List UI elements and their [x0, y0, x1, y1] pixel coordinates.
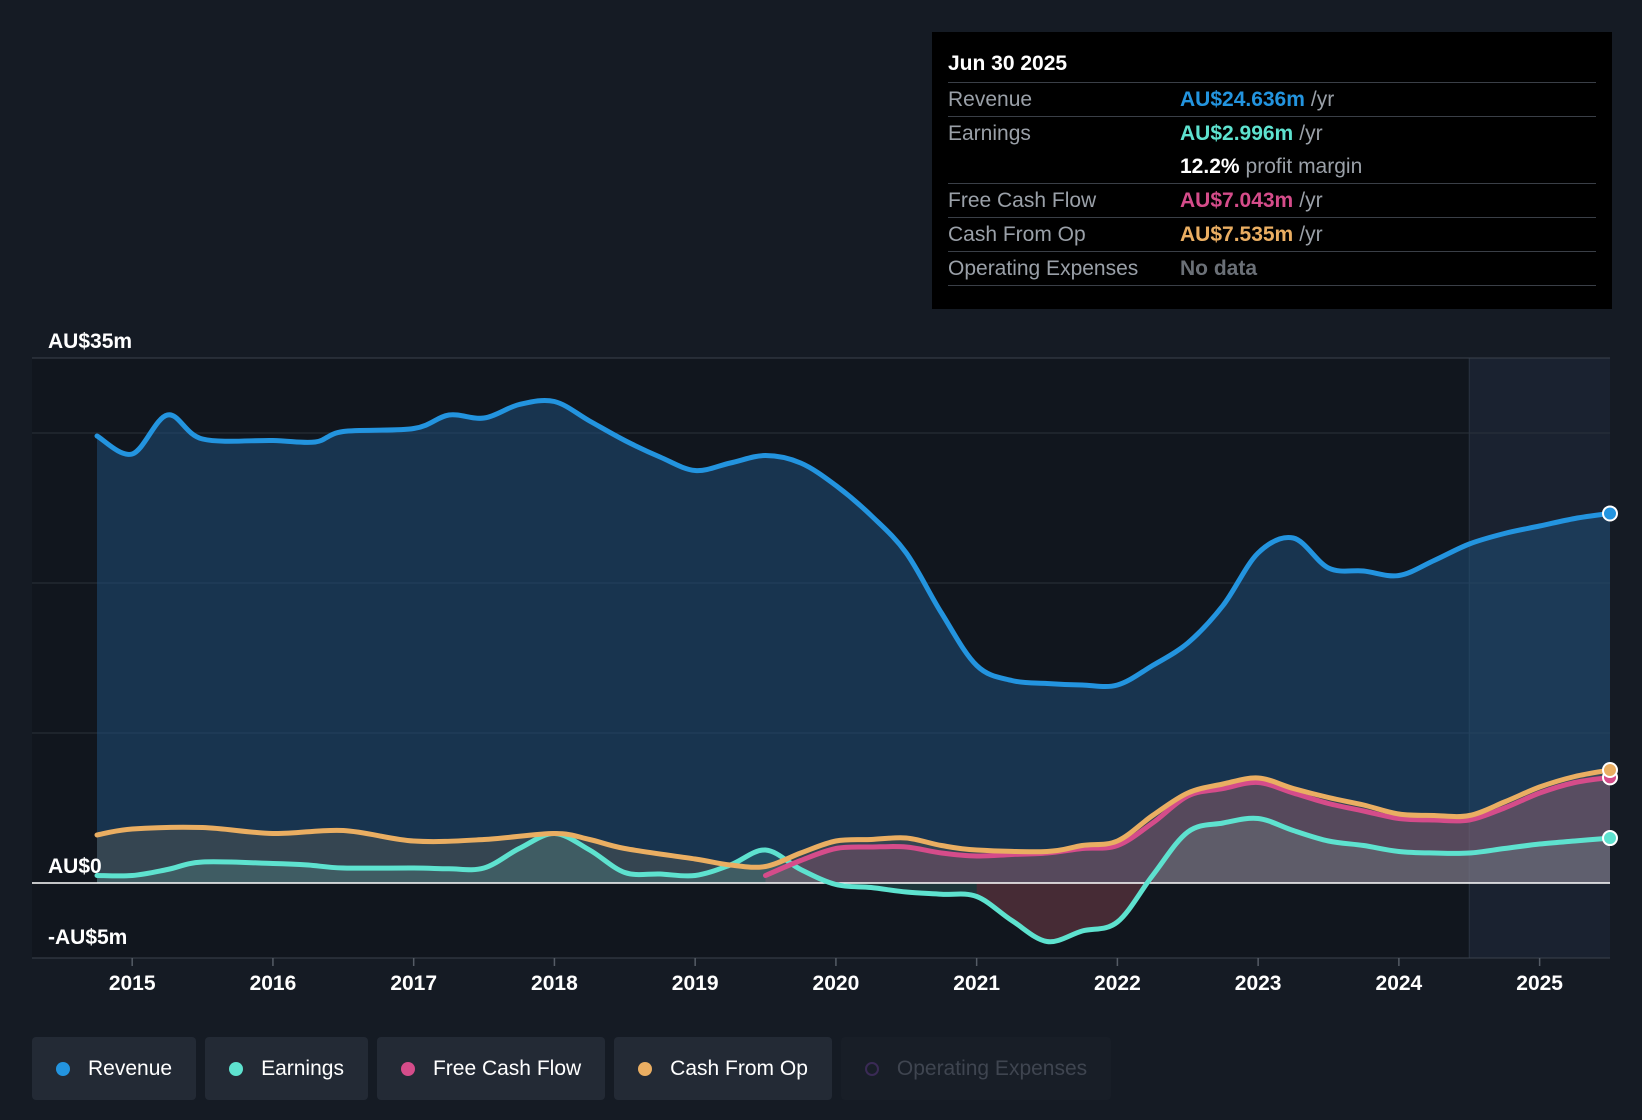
cash-from-op-area	[97, 770, 1610, 883]
x-axis-tick-label: 2020	[813, 972, 860, 995]
earnings-area	[97, 818, 1610, 942]
x-axis-tick-label: 2024	[1376, 972, 1423, 995]
chart-axis-group: AU$35m AU$0 -AU$5m 2015 2016 2017 2018 2019 2020…	[48, 330, 1563, 995]
tooltip-label: Earnings	[948, 121, 1031, 145]
earnings-end-marker	[1602, 830, 1618, 847]
x-axis-tick-label: 2017	[390, 972, 437, 995]
hover-tooltip: Jun 30 2025 Revenue AU$24.636m /yr Earni…	[932, 32, 1612, 309]
x-axis-tick-label: 2016	[250, 972, 297, 995]
tooltip-row-revenue: Revenue AU$24.636m /yr	[948, 82, 1596, 116]
x-axis-tick-label: 2025	[1516, 972, 1563, 995]
legend-label: Revenue	[88, 1056, 173, 1080]
tooltip-row-fcf: Free Cash Flow AU$7.043m /yr	[948, 183, 1596, 217]
legend-earnings-button[interactable]: Earnings	[205, 1037, 368, 1100]
legend-revenue-button[interactable]: Revenue	[32, 1037, 197, 1100]
tooltip-label: Operating Expenses	[948, 256, 1139, 280]
cash-from-op-end-marker	[1602, 761, 1618, 778]
y-axis-label: AU$35m	[48, 330, 132, 353]
tooltip-value: AU$7.535m	[1180, 222, 1294, 246]
x-axis-tick-label: 2023	[1235, 972, 1282, 995]
tooltip-unit: /yr	[1299, 188, 1323, 212]
tooltip-value: AU$7.043m	[1180, 188, 1294, 212]
legend-label: Operating Expenses	[896, 1056, 1088, 1080]
x-axis-tick-label: 2015	[109, 972, 156, 995]
legend-dot-icon	[229, 1061, 244, 1076]
tooltip-label: Revenue	[948, 87, 1033, 111]
tooltip-label: Cash From Op	[948, 222, 1086, 246]
cash-from-op-line	[94, 767, 1613, 870]
legend-label: Free Cash Flow	[432, 1056, 582, 1080]
legend-label: Cash From Op	[670, 1056, 808, 1080]
legend-dot-icon	[864, 1061, 879, 1076]
tooltip-unit: /yr	[1299, 121, 1323, 145]
x-axis-tick-label: 2022	[1094, 972, 1141, 995]
tooltip-margin-unit: profit margin	[1245, 154, 1363, 178]
legend-free-cash-flow-button[interactable]: Free Cash Flow	[376, 1037, 606, 1100]
revenue-line	[94, 397, 1613, 690]
x-axis-tick-label: 2021	[953, 972, 1000, 995]
tooltip-row-earnings: Earnings AU$2.996m /yr	[948, 116, 1596, 150]
tooltip-value: No data	[1180, 256, 1258, 280]
chart-legend: Revenue Earnings Free Cash Flow Cash Fro…	[32, 1037, 1112, 1100]
tooltip-row-cfo: Cash From Op AU$7.535m /yr	[948, 217, 1596, 251]
legend-operating-expenses-button[interactable]: Operating Expenses	[840, 1037, 1112, 1100]
x-axis-tick-label: 2019	[672, 972, 719, 995]
tooltip-date: Jun 30 2025	[948, 52, 1068, 75]
tooltip-unit: /yr	[1299, 222, 1323, 246]
tooltip-label: Free Cash Flow	[948, 188, 1097, 212]
free-cash-flow-line	[763, 774, 1613, 878]
tooltip-unit: /yr	[1310, 87, 1335, 111]
legend-dot-icon	[56, 1061, 70, 1076]
legend-dot-icon	[638, 1061, 653, 1076]
tooltip-margin-value: 12.2%	[1180, 154, 1240, 178]
legend-dot-icon	[400, 1061, 415, 1076]
chart-series-group	[32, 397, 1618, 945]
earnings-line	[94, 815, 1613, 945]
tooltip-row-margin: 12.2% profit margin	[948, 150, 1596, 183]
legend-label: Earnings	[261, 1056, 344, 1080]
y-axis-label: -AU$5m	[48, 926, 127, 949]
tooltip-value: AU$2.996m	[1180, 121, 1294, 145]
tooltip-row-opex: Operating Expenses No data	[948, 251, 1596, 286]
revenue-area	[97, 400, 1610, 883]
revenue-end-marker	[1602, 505, 1618, 522]
x-axis-tick-label: 2018	[531, 972, 578, 995]
y-axis-label: AU$0	[48, 855, 102, 878]
legend-cash-from-op-button[interactable]: Cash From Op	[614, 1037, 832, 1100]
tooltip-value: AU$24.636m	[1180, 87, 1305, 111]
